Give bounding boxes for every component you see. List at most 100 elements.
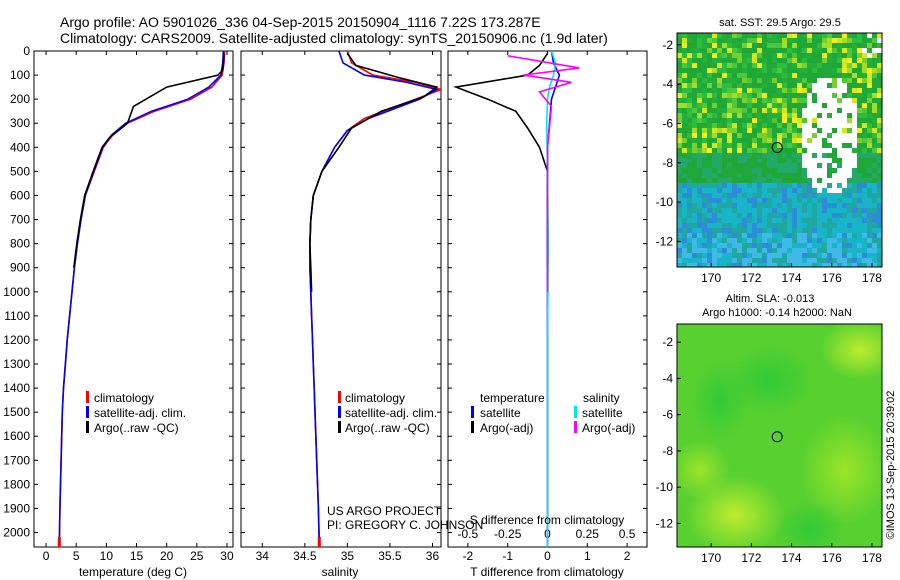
sst-cell — [817, 233, 822, 238]
sst-cloud-cell — [802, 158, 807, 163]
sst-cell — [847, 228, 852, 233]
sst-cell — [782, 48, 787, 53]
sst-cell — [877, 198, 882, 203]
sst-cell — [762, 78, 767, 83]
sst-cell — [752, 198, 757, 203]
sst-cloud-cell — [822, 83, 827, 88]
sst-cell — [747, 148, 752, 153]
sst-cell — [702, 168, 707, 173]
sst-cell — [752, 158, 757, 163]
sla-blob-6 — [775, 500, 845, 547]
depth-tick-label: 1100 — [4, 309, 30, 323]
sst-cell — [867, 243, 872, 248]
sst-cell — [852, 53, 857, 58]
sst-cell — [872, 213, 877, 218]
sst-cell — [792, 113, 797, 118]
sst-cell — [817, 73, 822, 78]
sst-cell — [877, 203, 882, 208]
sst-cell — [827, 48, 832, 53]
sst-cell — [722, 188, 727, 193]
sst-cell — [697, 218, 702, 223]
sst-cell — [682, 38, 687, 43]
sst-cell — [682, 153, 687, 158]
sst-cell — [722, 143, 727, 148]
sst-cell — [852, 178, 857, 183]
sst-cell — [842, 78, 847, 83]
sst-cell — [862, 223, 867, 228]
sst-cell — [717, 208, 722, 213]
sst-cell — [717, 183, 722, 188]
sst-cell — [707, 153, 712, 158]
sst-cell — [852, 213, 857, 218]
sst-cell — [687, 193, 692, 198]
sst-cell — [867, 103, 872, 108]
sst-cell — [807, 48, 812, 53]
sst-cell — [717, 193, 722, 198]
sst-cell — [827, 233, 832, 238]
legend-label-s-argo: Argo(-adj) — [582, 421, 635, 435]
sst-cell — [747, 123, 752, 128]
sst-cell — [782, 153, 787, 158]
sst-cloud-cell — [812, 88, 817, 93]
sst-cell — [782, 158, 787, 163]
difference-xtick-label: 1 — [584, 549, 591, 563]
sst-cell — [747, 233, 752, 238]
sst-cell — [847, 58, 852, 63]
sst-cell — [727, 53, 732, 58]
sst-cell — [842, 193, 847, 198]
sst-cell — [812, 48, 817, 53]
sst-cell — [722, 193, 727, 198]
sst-cell — [872, 173, 877, 178]
sst-cloud-cell — [837, 168, 842, 173]
sst-cell — [877, 103, 882, 108]
sst-cell — [732, 243, 737, 248]
sst-cell — [722, 63, 727, 68]
sst-cell — [752, 108, 757, 113]
temperature-xtick-label: 0 — [43, 549, 50, 563]
sst-cell — [757, 53, 762, 58]
sst-cloud-cell — [837, 133, 842, 138]
sst-cell — [852, 218, 857, 223]
sst-cell — [792, 173, 797, 178]
sst-cell — [692, 113, 697, 118]
depth-tick-label: 1400 — [3, 381, 30, 395]
sst-cell — [827, 38, 832, 43]
sst-cell — [857, 118, 862, 123]
temperature-series-line — [73, 53, 225, 268]
sst-cell — [867, 118, 872, 123]
sst-cell — [872, 53, 877, 58]
sst-cell — [752, 43, 757, 48]
sst-cell — [867, 158, 872, 163]
sst-cloud-cell — [842, 83, 847, 88]
sst-cell — [862, 143, 867, 148]
sst-cell — [802, 58, 807, 63]
sst-cloud-cell — [817, 148, 822, 153]
sst-cell — [802, 78, 807, 83]
sst-cell — [832, 258, 837, 263]
sst-cell — [682, 53, 687, 58]
sst-cell — [757, 168, 762, 173]
sst-cell — [767, 198, 772, 203]
sst-cell — [747, 173, 752, 178]
sst-cell — [782, 173, 787, 178]
sst-cell — [742, 103, 747, 108]
sst-cloud-cell — [852, 113, 857, 118]
sst-cell — [832, 248, 837, 253]
sst-cell — [837, 218, 842, 223]
sst-cell — [747, 228, 752, 233]
sst-cell — [752, 148, 757, 153]
sst-cell — [782, 203, 787, 208]
sst-cell — [872, 88, 877, 93]
sst-cloud-cell — [812, 163, 817, 168]
sst-cell — [822, 198, 827, 203]
figure-title-line1: Argo profile: AO 5901026_336 04-Sep-2015… — [60, 14, 541, 30]
sst-cloud-cell — [807, 143, 812, 148]
sst-cell — [812, 43, 817, 48]
sst-cell — [827, 208, 832, 213]
sst-cell — [802, 38, 807, 43]
sst-cell — [872, 138, 877, 143]
sst-cell — [772, 48, 777, 53]
sst-cell — [867, 198, 872, 203]
sst-cell — [792, 48, 797, 53]
sst-cell — [802, 248, 807, 253]
